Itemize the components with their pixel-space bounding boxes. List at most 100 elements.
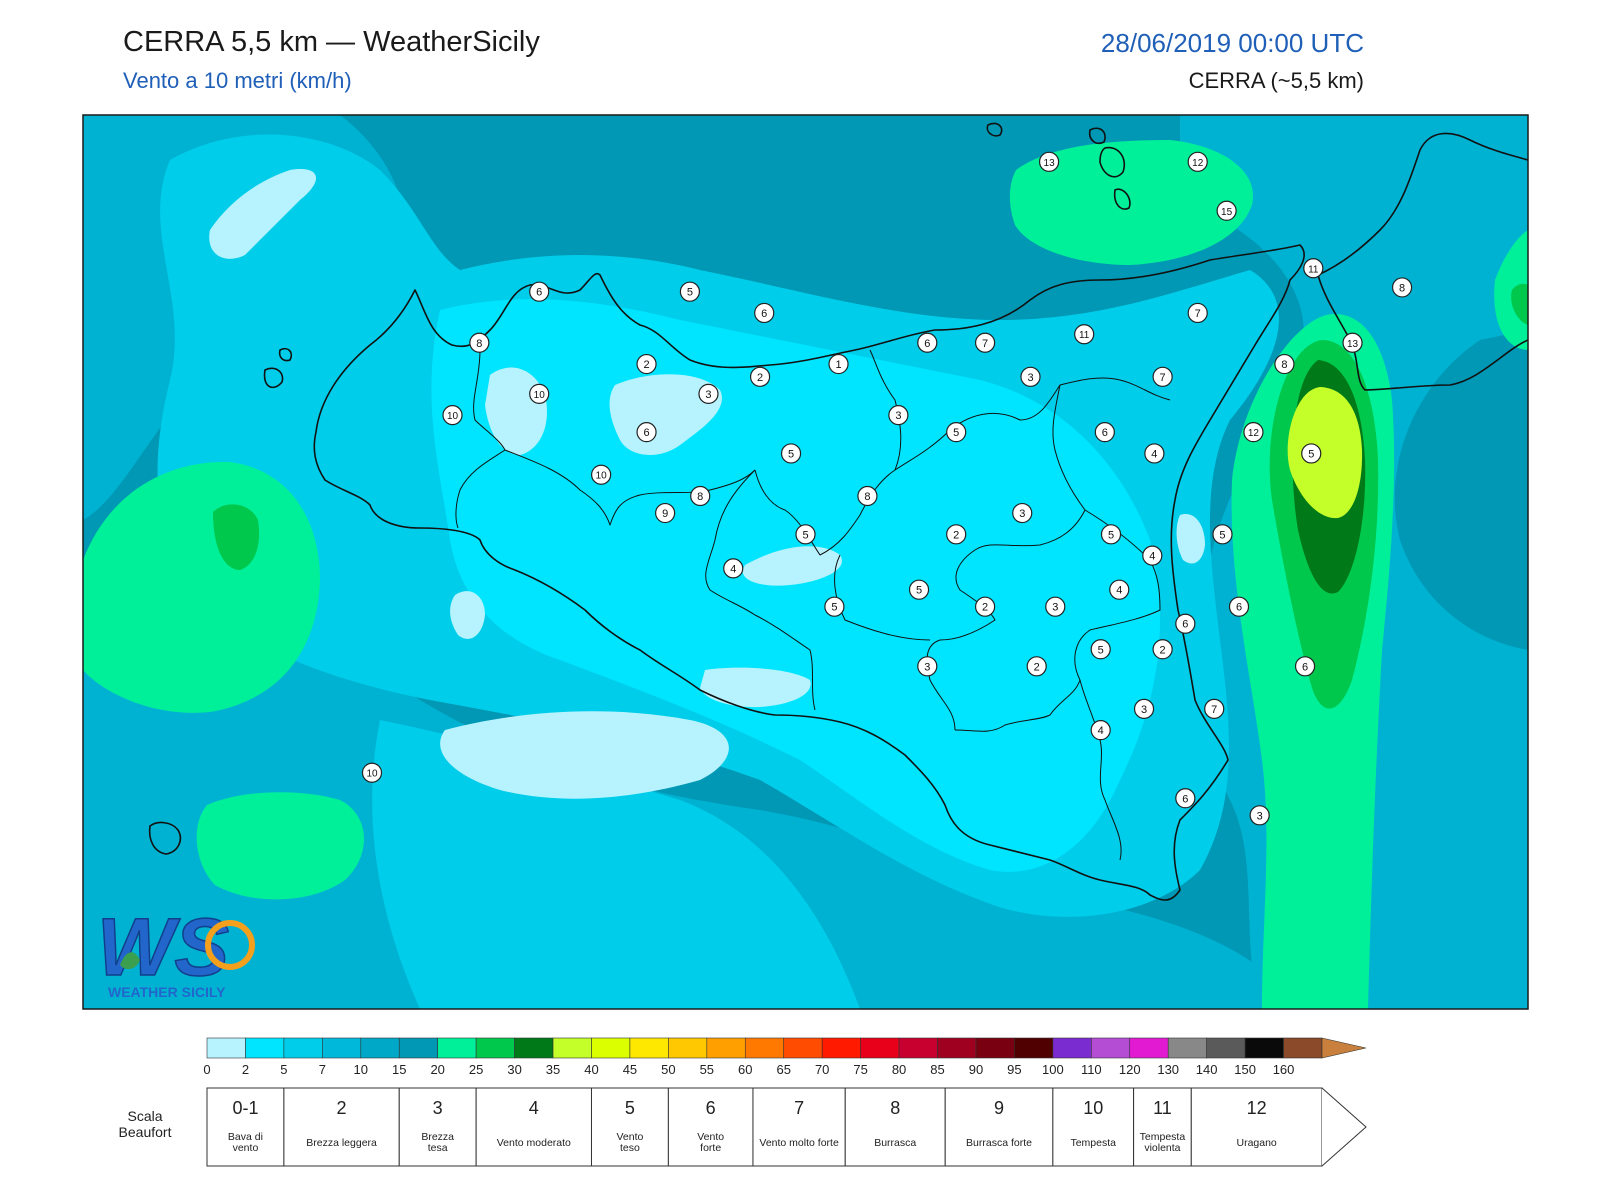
station-marker: 2: [1152, 639, 1173, 660]
station-marker: 3: [1012, 502, 1033, 524]
station-value: 10: [447, 411, 459, 422]
station-marker: 3: [1020, 366, 1041, 387]
station-value: 4: [1098, 725, 1104, 737]
station-value: 1: [835, 359, 841, 371]
station-value: 2: [982, 602, 988, 614]
scale-tick-label: 80: [892, 1062, 906, 1077]
station-marker: 5: [946, 422, 967, 443]
station-marker: 4: [1109, 579, 1130, 600]
scale-tick-label: 0: [203, 1062, 210, 1077]
province-borders: [455, 349, 1171, 861]
beaufort-label: Scala Beaufort: [118, 1108, 172, 1140]
station-marker: 5: [1090, 639, 1111, 660]
scale-tick-label: 20: [430, 1062, 444, 1077]
station-marker: 2: [946, 524, 967, 545]
scale-tick-label: 85: [930, 1062, 944, 1077]
scale-tick-label: 110: [1081, 1062, 1102, 1077]
beaufort-description: Burrasca forte: [966, 1137, 1032, 1149]
beaufort-description: Tempesta: [1070, 1137, 1116, 1149]
station-value: 3: [1141, 704, 1147, 716]
station-value: 5: [1308, 448, 1314, 460]
coastlines: [148, 122, 1528, 901]
scale-swatch: [591, 1037, 631, 1059]
island-coast: [986, 122, 1003, 137]
scale-swatch: [552, 1037, 592, 1059]
station-marker: 11: [1074, 324, 1095, 345]
island-coast: [1099, 146, 1125, 178]
station-marker: 7: [1204, 698, 1225, 719]
wind-speed-scale: 0 2 5 7 10 15 20 25 30 35 40 45 50 55 60 65 70 75 80 85 90 95…: [203, 1037, 1367, 1077]
scale-tick-label: 70: [815, 1062, 829, 1077]
wind-zone-bright: [431, 299, 1160, 872]
logo-caption: WEATHER SICILY: [108, 984, 226, 1000]
station-marker: 4: [1090, 720, 1111, 741]
station-value: 5: [687, 287, 693, 299]
wind-zone-pale: [700, 667, 811, 708]
beaufort-description: Burrasca: [874, 1137, 916, 1149]
beaufort-class: 5 Vento teso: [590, 1087, 669, 1167]
beaufort-class: 0-1 Bava di vento: [206, 1087, 285, 1167]
wind-zone-green: [213, 504, 260, 570]
scale-tick-label: 160: [1273, 1062, 1295, 1077]
station-value: 6: [1302, 661, 1308, 673]
beaufort-class: 10 Tempesta: [1052, 1087, 1135, 1167]
station-marker: 5: [908, 579, 930, 600]
station-value: 7: [982, 338, 988, 350]
station-marker: 6: [636, 422, 657, 443]
station-value: 7: [1211, 704, 1217, 716]
wind-zone-pale: [440, 711, 729, 799]
station-marker: 15: [1216, 200, 1237, 221]
station-value: 11: [1079, 330, 1090, 341]
scale-arrow: [1321, 1037, 1367, 1059]
scale-tick-label: 100: [1042, 1062, 1064, 1077]
beaufort-class: 9 Burrasca forte: [944, 1087, 1054, 1167]
station-marker: 3: [1249, 805, 1270, 826]
beaufort-number: 3: [433, 1098, 443, 1118]
station-marker: 6: [1094, 422, 1115, 443]
wind-zone-light: [372, 720, 860, 1009]
scale-swatch: [360, 1037, 400, 1059]
station-marker: 6: [754, 302, 775, 324]
station-marker: 10: [591, 464, 612, 485]
station-value: 3: [1052, 602, 1058, 614]
station-marker: 6: [1294, 656, 1316, 677]
beaufort-class: 11 Tempesta violenta: [1133, 1087, 1192, 1167]
station-marker: 5: [1301, 443, 1322, 464]
station-marker: 6: [1175, 788, 1196, 809]
wind-zone-green: [1009, 140, 1254, 265]
station-value: 6: [1182, 619, 1188, 631]
station-marker: 6: [529, 281, 550, 302]
scale-tick-label: 65: [776, 1062, 790, 1077]
beaufort-class: 7 Vento molto forte: [752, 1087, 846, 1167]
scale-swatch: [283, 1037, 323, 1059]
station-marker: 5: [679, 281, 701, 302]
station-value: 5: [831, 602, 837, 614]
station-marker: 2: [749, 366, 771, 387]
scale-tick-label: 7: [319, 1062, 326, 1077]
island-coast: [148, 821, 182, 855]
scale-swatch: [898, 1037, 938, 1059]
beaufort-number: 6: [706, 1098, 716, 1118]
station-value: 10: [366, 769, 378, 780]
station-marker: 6: [1228, 596, 1250, 617]
scale-tick-label: 130: [1157, 1062, 1179, 1077]
station-marker: 11: [1303, 258, 1324, 279]
scale-tick-label: 120: [1119, 1062, 1141, 1077]
station-value: 6: [536, 287, 542, 299]
scale-swatch: [860, 1037, 900, 1059]
sicily-coastline: [313, 244, 1305, 901]
scale-tick-label: 15: [392, 1062, 406, 1077]
beaufort-number: 7: [794, 1098, 804, 1118]
beaufort-arrow: [1321, 1087, 1367, 1167]
station-marker: 7: [1152, 366, 1173, 387]
station-value: 3: [924, 661, 930, 673]
station-marker: 3: [917, 656, 938, 677]
station-marker: 4: [1142, 545, 1163, 566]
scale-swatch: [206, 1037, 246, 1059]
station-value: 6: [924, 338, 930, 350]
beaufort-number: 9: [994, 1098, 1004, 1118]
beaufort-scale: 0-1 Bava di vento 2 Brezza leggera 3 Brezza tes…: [206, 1087, 1367, 1167]
scale-swatch: [821, 1037, 861, 1059]
station-value: 12: [1248, 428, 1260, 439]
